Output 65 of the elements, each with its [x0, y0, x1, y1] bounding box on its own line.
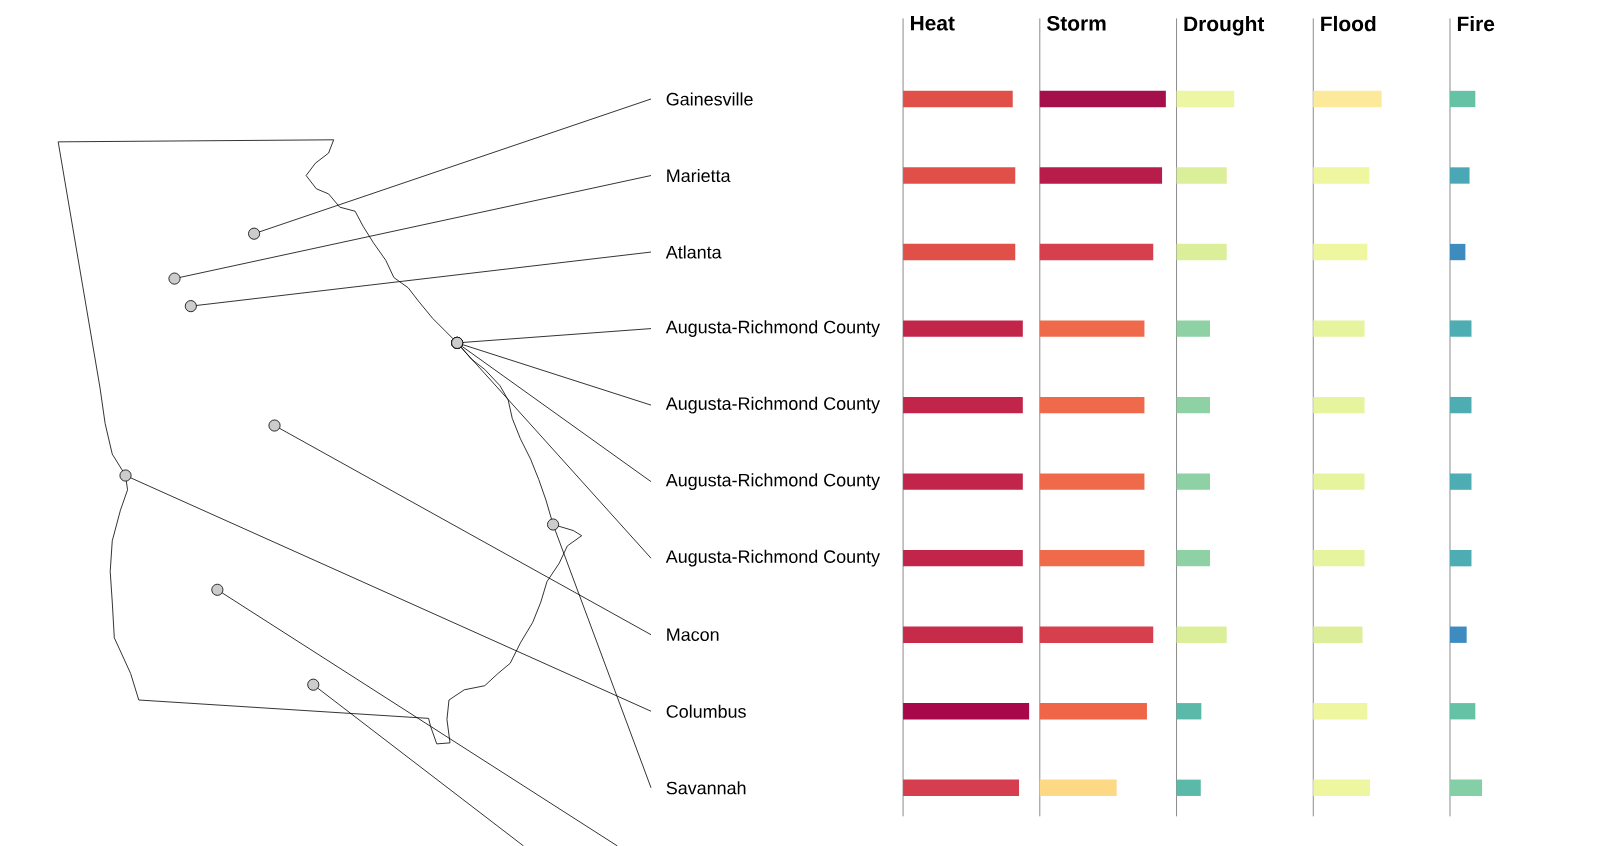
bar	[1450, 626, 1467, 643]
chart-title: Drought	[1184, 15, 1265, 36]
bar	[1039, 396, 1145, 414]
bar	[903, 320, 1023, 337]
bar	[1176, 320, 1210, 337]
bar	[1313, 779, 1371, 796]
bar	[903, 396, 1023, 414]
bar	[1450, 90, 1476, 108]
bar	[1313, 626, 1363, 643]
bar	[1039, 703, 1147, 720]
bar	[1313, 90, 1382, 108]
bar	[903, 473, 1023, 490]
bar	[1039, 550, 1145, 567]
y-tick-label: Augusta-Richmond County	[665, 549, 880, 567]
chart-title: Heat	[910, 15, 955, 31]
bar	[1176, 779, 1201, 796]
bar	[1039, 320, 1145, 337]
y-tick-label: Savannah	[666, 781, 746, 795]
bar	[1039, 167, 1163, 184]
chart-title: Storm	[1046, 15, 1106, 31]
bar	[903, 167, 1016, 184]
y-tick-label: Augusta-Richmond County	[665, 473, 880, 491]
bar	[1450, 703, 1476, 720]
bar	[903, 550, 1023, 567]
chart-title: Flood	[1321, 15, 1376, 32]
bar	[903, 90, 1013, 108]
bar	[1450, 473, 1472, 490]
bar	[1039, 473, 1145, 490]
bar	[1176, 473, 1210, 490]
bar	[1176, 90, 1235, 108]
bar	[1176, 167, 1227, 184]
bar	[1039, 90, 1166, 108]
bar	[1450, 320, 1472, 337]
bar	[1176, 243, 1227, 261]
y-tick-label: Augusta-Richmond County	[665, 396, 880, 414]
bar	[1450, 396, 1472, 414]
y-tick-label: Gainesville	[666, 92, 753, 106]
bar	[903, 779, 1020, 796]
bar	[1450, 167, 1470, 184]
y-tick-label: Atlanta	[665, 245, 722, 259]
bar	[1450, 243, 1466, 261]
bar	[1039, 779, 1117, 796]
bar	[1313, 320, 1365, 337]
bar	[903, 243, 1016, 261]
bar	[1313, 243, 1368, 261]
chart-title: Fire	[1457, 15, 1495, 32]
bar	[1039, 626, 1154, 643]
bar	[1176, 703, 1202, 720]
bar	[903, 626, 1023, 643]
bar	[1313, 703, 1368, 720]
bar	[1313, 473, 1365, 490]
bar	[903, 703, 1030, 720]
bar	[1176, 396, 1210, 414]
bar	[1176, 550, 1210, 567]
y-tick-label: Macon	[667, 628, 719, 642]
bar	[1450, 779, 1483, 796]
bar	[1176, 626, 1227, 643]
y-tick-label: Marietta	[667, 168, 731, 183]
bar	[1039, 243, 1154, 261]
bar	[1313, 167, 1370, 184]
y-tick-label: Columbus	[666, 704, 746, 718]
bar	[1313, 550, 1365, 567]
bar	[1450, 550, 1472, 567]
bar	[1313, 396, 1365, 414]
y-tick-label: Augusta-Richmond County	[665, 320, 880, 337]
